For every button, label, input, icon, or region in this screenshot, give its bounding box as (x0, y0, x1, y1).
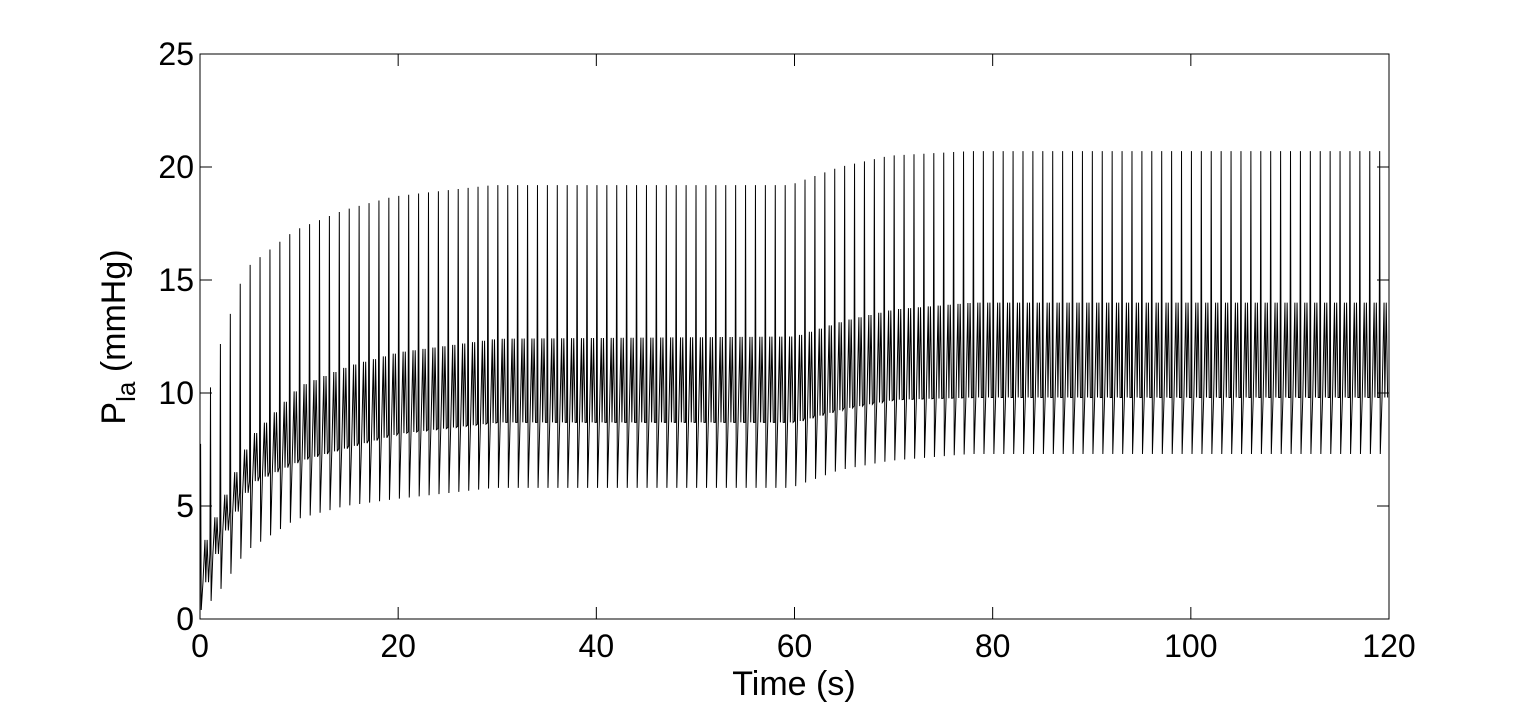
tick-layer: 0 20 40 60 80 100 120 0 5 10 15 20 25 (158, 36, 1415, 664)
y-tick-label: 20 (158, 149, 194, 185)
x-tick-label: 0 (191, 628, 209, 664)
x-tick-label: 60 (777, 628, 813, 664)
y-axis-title: Pla (mmHg) (95, 249, 141, 424)
y-tick-label: 0 (176, 601, 194, 637)
data-layer (199, 151, 1389, 610)
y-axis-title-main: P (95, 402, 133, 425)
x-axis-title: Time (s) (732, 665, 855, 703)
y-tick-label: 10 (158, 375, 194, 411)
y-tick-label: 5 (176, 488, 194, 524)
x-tick-label: 20 (380, 628, 416, 664)
y-tick-label: 25 (158, 36, 194, 72)
x-tick-label: 40 (579, 628, 615, 664)
y-axis-title-unit: (mmHg) (95, 249, 133, 381)
series-line-pla (199, 151, 1389, 610)
x-tick-label: 120 (1362, 628, 1415, 664)
y-tick-label: 15 (158, 262, 194, 298)
x-tick-label: 80 (975, 628, 1011, 664)
y-axis-title-subscript: la (111, 381, 141, 402)
x-tick-label: 100 (1164, 628, 1217, 664)
